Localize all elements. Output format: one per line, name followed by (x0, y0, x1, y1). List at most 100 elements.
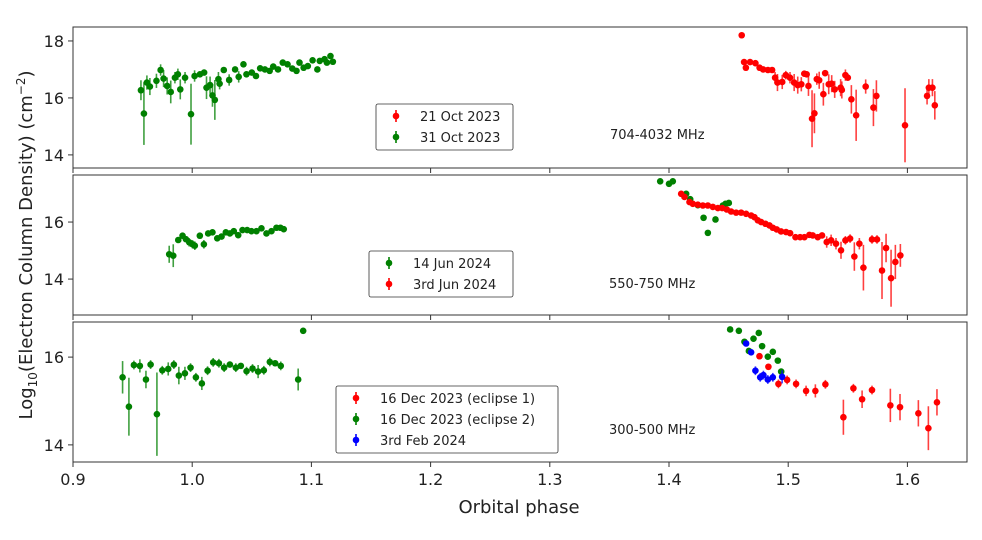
x-tick-label: 1.4 (656, 470, 681, 489)
data-point (786, 74, 794, 82)
data-point (873, 92, 880, 100)
data-point (164, 365, 172, 373)
data-point (130, 361, 138, 369)
data-point (200, 69, 208, 76)
data-point (901, 121, 909, 129)
data-point (304, 62, 312, 70)
data-point (700, 214, 707, 222)
data-point (873, 236, 881, 243)
panel-frame (72, 174, 968, 316)
data-point (309, 57, 316, 64)
data-point (775, 380, 782, 388)
data-point (925, 424, 932, 432)
legend: 16 Dec 2023 (eclipse 1) 16 Dec 2023 (ecli… (335, 385, 559, 454)
data-point (669, 177, 677, 185)
data-point (327, 52, 334, 60)
x-tick-label: 1.5 (775, 470, 800, 489)
data-point (293, 67, 300, 75)
data-point (828, 80, 836, 87)
series-16-dec-2023-eclipse-1- (756, 352, 941, 451)
data-point (137, 86, 145, 94)
legend-marker (392, 112, 400, 120)
data-point (271, 359, 279, 367)
data-point (725, 199, 733, 207)
data-point (258, 225, 265, 232)
data-point (752, 367, 759, 375)
data-point (805, 82, 812, 90)
data-point (768, 66, 776, 74)
data-point (176, 86, 184, 93)
legend-marker (385, 259, 393, 267)
data-point (860, 264, 867, 271)
data-point (742, 210, 750, 218)
data-point (243, 367, 250, 375)
x-tick-label: 1.2 (418, 470, 443, 489)
data-point (851, 253, 858, 260)
data-point (220, 364, 228, 371)
data-point (811, 110, 818, 117)
data-point (277, 362, 285, 370)
data-point (174, 70, 182, 78)
data-point (783, 376, 791, 384)
legend-marker (352, 415, 360, 423)
data-point (170, 361, 178, 368)
data-point (809, 232, 817, 239)
data-point (802, 387, 810, 395)
data-point (239, 226, 246, 234)
data-point (758, 342, 766, 350)
data-point (750, 335, 757, 342)
data-point (226, 361, 234, 368)
legend-box (375, 103, 514, 151)
data-point (187, 364, 194, 371)
data-point (778, 78, 786, 86)
panel-1: 14 16 18 704-4032 MHz 21 Oct 2023 31 Oct 2023 (44, 26, 968, 173)
legend-label: 21 Oct 2023 (420, 110, 500, 125)
data-point (738, 31, 746, 39)
legend-marker (352, 394, 360, 402)
legend-marker (392, 133, 400, 141)
data-point (858, 395, 866, 403)
data-point (192, 373, 200, 381)
data-point (167, 88, 175, 96)
data-point (181, 370, 189, 377)
data-point (269, 63, 277, 70)
data-point (838, 86, 846, 94)
data-point (263, 230, 270, 237)
data-point (769, 348, 777, 356)
data-point (786, 229, 794, 237)
data-point (204, 367, 211, 375)
data-point (681, 193, 688, 201)
data-point (216, 80, 223, 87)
data-point (764, 376, 772, 383)
data-point (704, 202, 712, 209)
data-point (846, 235, 854, 242)
data-point (765, 363, 772, 371)
data-point (704, 229, 712, 237)
data-point (737, 209, 745, 216)
data-point (252, 72, 260, 80)
data-point (868, 386, 876, 394)
series-14-jun-2024 (165, 177, 733, 268)
data-point (837, 246, 845, 254)
data-point (140, 110, 148, 117)
data-point (732, 209, 740, 216)
y-tick-label: 16 (44, 89, 64, 108)
x-tick-label: 0.9 (60, 470, 85, 489)
data-point (774, 357, 782, 364)
data-point (915, 409, 922, 417)
data-point (798, 80, 805, 88)
data-point (803, 70, 810, 78)
data-point (174, 236, 182, 244)
data-point (856, 240, 863, 248)
data-point (742, 340, 750, 347)
data-point (231, 66, 239, 73)
data-point (294, 376, 302, 383)
data-point (746, 58, 754, 66)
data-point (249, 365, 256, 372)
data-point (158, 366, 166, 374)
series-16-dec-2023-eclipse-2- (119, 326, 785, 456)
data-point (929, 84, 936, 91)
legend-label: 31 Oct 2023 (420, 131, 500, 146)
data-point (878, 267, 886, 274)
